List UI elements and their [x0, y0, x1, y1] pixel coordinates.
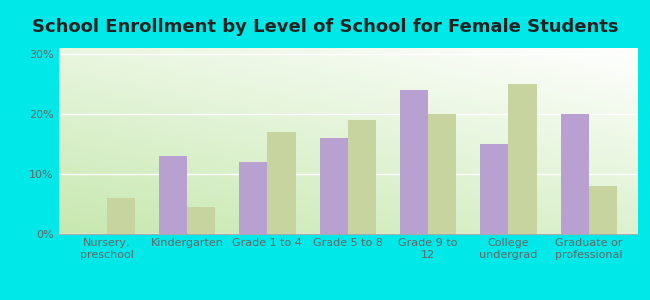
Bar — [320, 138, 348, 234]
Bar — [159, 156, 187, 234]
Bar — [561, 114, 589, 234]
Bar — [187, 207, 215, 234]
Bar — [348, 120, 376, 234]
Bar — [239, 162, 267, 234]
Bar — [267, 132, 296, 234]
Bar — [589, 186, 617, 234]
Bar — [107, 198, 135, 234]
Bar — [428, 114, 456, 234]
Bar — [400, 90, 428, 234]
Bar — [508, 84, 536, 234]
Bar — [480, 144, 508, 234]
Text: School Enrollment by Level of School for Female Students: School Enrollment by Level of School for… — [32, 18, 618, 36]
